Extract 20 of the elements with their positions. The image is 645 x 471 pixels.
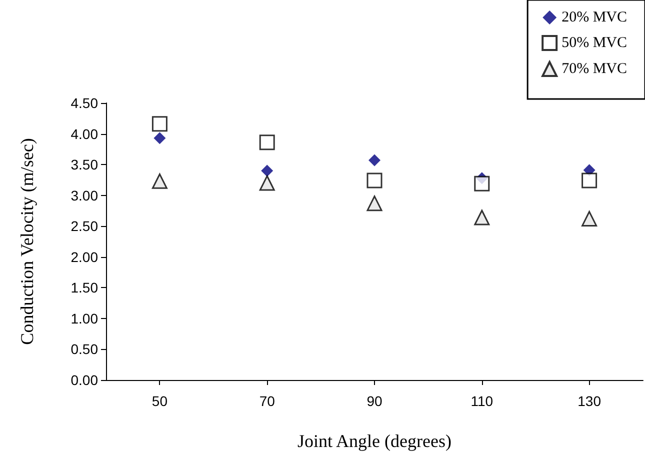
y-tick-label: 4.00 — [70, 126, 98, 142]
legend-label: 70% MVC — [562, 61, 627, 77]
y-tick-label: 4.50 — [70, 95, 98, 111]
x-tick-label: 90 — [366, 393, 382, 409]
y-axis-title: Conduction Velocity (m/sec) — [17, 138, 37, 345]
y-tick-label: 0.50 — [70, 341, 98, 358]
y-tick-label: 2.00 — [70, 248, 98, 265]
y-tick-label: 0.00 — [70, 372, 98, 388]
x-tick-label: 50 — [152, 393, 168, 409]
legend-label: 20% MVC — [562, 10, 627, 26]
legend-label: 50% MVC — [562, 35, 627, 51]
y-tick-label: 3.00 — [70, 187, 98, 204]
x-axis-title: Joint Angle (degrees) — [298, 431, 452, 451]
x-tick-label: 130 — [578, 393, 602, 409]
x-tick-label: 70 — [259, 393, 276, 409]
x-tick-label: 110 — [470, 393, 494, 409]
y-tick-label: 2.50 — [70, 218, 98, 234]
y-tick-label: 1.50 — [70, 280, 98, 296]
y-tick-label: 3.50 — [70, 156, 98, 173]
y-tick-label: 1.00 — [70, 310, 98, 326]
